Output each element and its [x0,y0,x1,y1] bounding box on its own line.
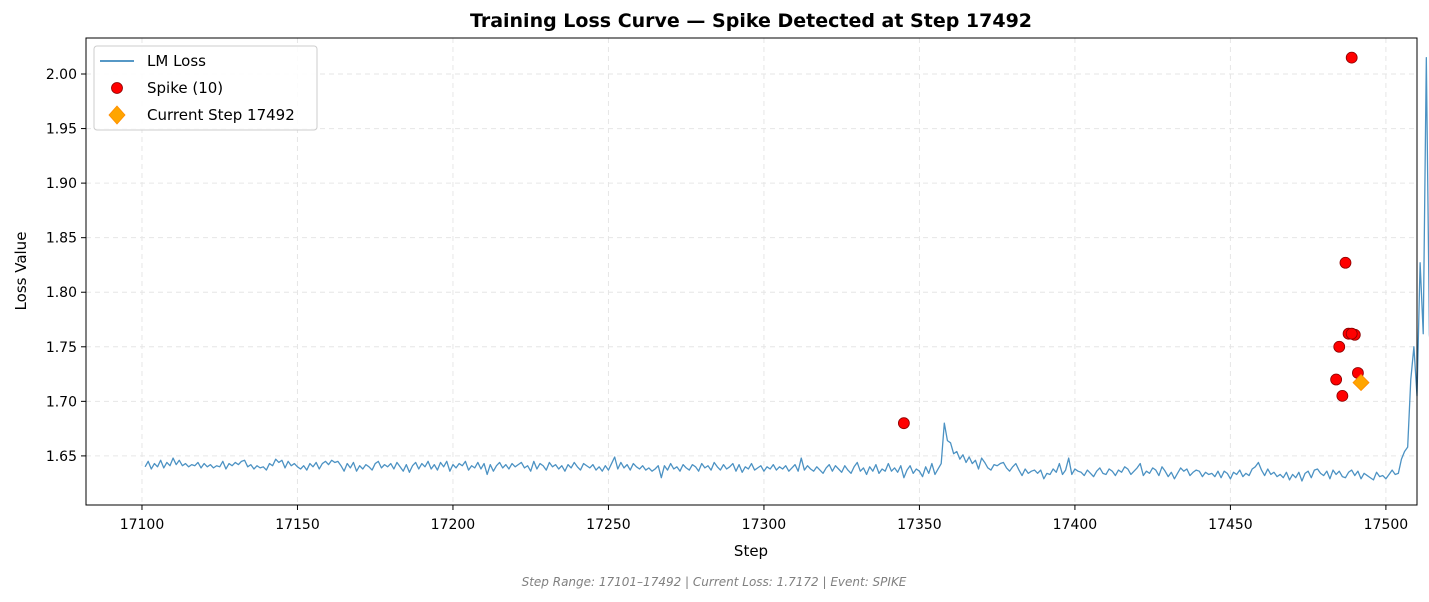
legend-entry-current-step: Current Step 17492 [147,106,295,124]
x-tick-label: 17500 [1364,517,1409,533]
legend-entry-spike: Spike (10) [147,79,223,97]
x-axis-ticks: 17100 17150 17200 17250 17300 17350 17400 17450… [120,505,1408,533]
y-tick-label: 1.70 [46,394,77,410]
y-tick-label: 1.80 [46,285,77,301]
y-axis-ticks: 1.65 1.70 1.75 1.80 1.85 1.90 1.95 2.00 [46,67,86,465]
spike-point [1339,256,1352,269]
y-tick-label: 1.65 [46,449,77,465]
y-tick-label: 1.90 [46,176,77,192]
spike-point [897,417,910,430]
legend-spike-swatch [111,82,123,94]
spike-point [1345,327,1358,340]
chart-title: Training Loss Curve — Spike Detected at … [470,10,1032,32]
spike-point [1333,340,1346,353]
x-axis-label: Step [734,542,768,560]
spike-point [1336,389,1349,402]
y-axis-label: Loss Value [12,232,30,311]
legend-entry-lm-loss: LM Loss [147,52,206,70]
y-tick-label: 1.75 [46,340,77,356]
current-step-marker [1352,374,1370,392]
x-tick-label: 17300 [742,517,787,533]
x-tick-label: 17400 [1053,517,1098,533]
x-tick-label: 17350 [897,517,942,533]
legend-box [93,45,318,131]
x-tick-label: 17250 [586,517,631,533]
x-tick-label: 17450 [1208,517,1253,533]
legend-current-swatch [108,105,126,125]
grid-lines [86,38,1417,505]
x-tick-label: 17100 [120,517,165,533]
footer-info: Step Range: 17101–17492 | Current Loss: … [522,575,907,589]
spike-point [1330,373,1343,386]
legend: LM Loss Spike (10) Current Step 17492 [93,45,318,131]
x-tick-label: 17200 [431,517,476,533]
y-tick-label: 1.85 [46,231,77,247]
x-tick-label: 17150 [275,517,320,533]
y-tick-label: 1.95 [46,122,77,138]
lm-loss-line [144,56,1429,482]
y-tick-label: 2.00 [46,67,77,83]
series-layer [144,51,1429,482]
spike-point [1345,51,1358,64]
plot-frame [85,37,1418,506]
